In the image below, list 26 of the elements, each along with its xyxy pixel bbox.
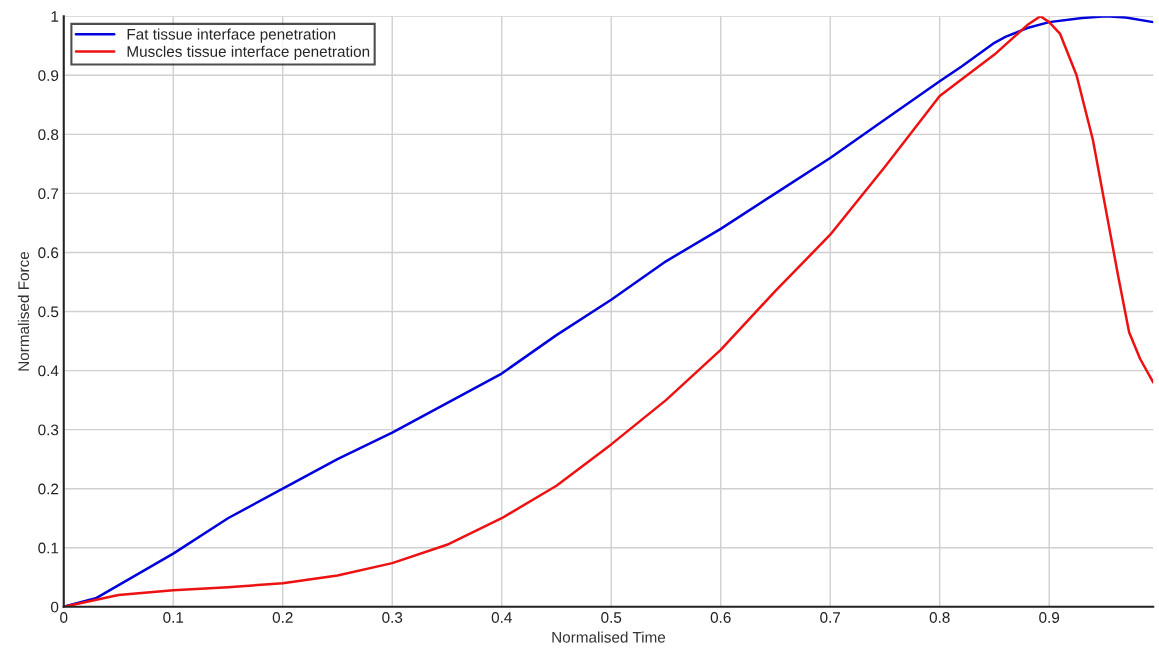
y-axis-title: Normalised Force <box>17 251 30 371</box>
legend-label: Muscles tissue interface penetration <box>127 45 370 60</box>
y-tick-label: 0 <box>50 601 59 613</box>
x-tick-label: 0.9 <box>1039 612 1060 623</box>
y-tick-label: 0.6 <box>38 247 59 259</box>
y-tick-label: 0.8 <box>38 129 59 141</box>
y-tick-label: 0.7 <box>38 188 59 200</box>
x-tick-label: 0.3 <box>382 612 403 623</box>
y-tick-label: 1 <box>51 11 59 22</box>
x-tick-label: 0.5 <box>601 612 622 623</box>
y-tick-label: 0.2 <box>38 483 59 495</box>
x-tick-label: 0.2 <box>272 612 293 623</box>
line-series <box>63 16 1154 607</box>
legend-label: Fat tissue interface penetration <box>127 28 336 43</box>
x-tick-label: 0.7 <box>820 612 841 623</box>
x-axis-title: Normalised Time <box>552 631 666 643</box>
y-tick-label: 0.1 <box>38 542 59 554</box>
x-tick-label: 0.8 <box>929 612 950 623</box>
y-tick-label: 0.5 <box>38 306 59 318</box>
x-tick-label: 0.4 <box>491 612 512 623</box>
x-tick-label: 0.6 <box>710 612 731 623</box>
y-tick-label: 0.9 <box>38 70 59 81</box>
y-tick-label: 0.4 <box>38 365 59 377</box>
x-tick-label: 0.1 <box>163 612 184 623</box>
x-tick-label: 0 <box>60 612 68 623</box>
y-tick-label: 0.3 <box>38 424 59 436</box>
